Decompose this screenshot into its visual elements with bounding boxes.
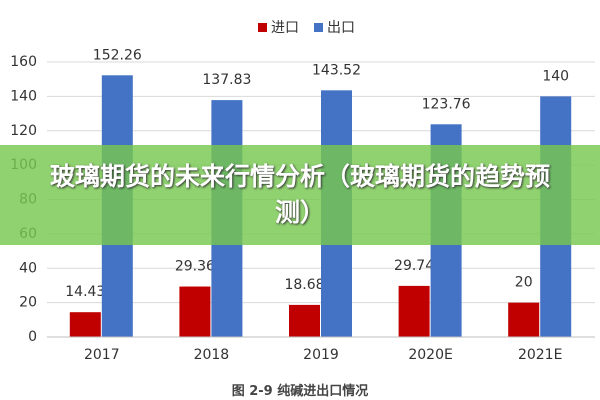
legend-label: 进口 <box>271 20 299 36</box>
y-tick-label: 40 <box>19 260 37 276</box>
y-tick-label: 120 <box>10 123 37 139</box>
caption: 图 2-9 纯碱进出口情况 <box>231 384 369 399</box>
bar <box>508 302 540 337</box>
y-tick-label: 20 <box>19 295 37 311</box>
x-tick-label: 2020E <box>408 347 452 363</box>
y-tick-label: 160 <box>10 54 37 70</box>
x-tick-label: 2018 <box>194 347 230 363</box>
x-tick-label: 2019 <box>303 347 339 363</box>
value-label: 123.76 <box>422 96 471 112</box>
value-label: 152.26 <box>93 47 142 63</box>
y-tick-label: 140 <box>10 88 37 104</box>
y-tick-label: 0 <box>28 329 37 345</box>
x-tick-label: 2017 <box>84 347 120 363</box>
banner: 玻璃期货的未来行情分析（玻璃期货的趋势预测） <box>0 145 600 245</box>
value-label: 137.83 <box>202 72 251 88</box>
value-label: 14.43 <box>65 284 105 300</box>
value-label: 29.36 <box>175 259 215 275</box>
legend-swatch <box>258 23 267 32</box>
legend-label: 出口 <box>327 20 355 36</box>
bar <box>398 285 430 337</box>
x-tick-label: 2021E <box>518 347 562 363</box>
bar <box>179 286 211 337</box>
bar <box>289 304 320 337</box>
bar <box>69 312 101 337</box>
legend-swatch <box>314 23 323 32</box>
value-label: 29.74 <box>394 258 434 274</box>
value-label: 20 <box>515 275 533 291</box>
value-label: 18.68 <box>284 277 324 293</box>
banner-text: 玻璃期货的未来行情分析（玻璃期货的趋势预测） <box>50 162 551 227</box>
value-label: 143.52 <box>312 62 361 78</box>
value-label: 140 <box>542 68 569 84</box>
